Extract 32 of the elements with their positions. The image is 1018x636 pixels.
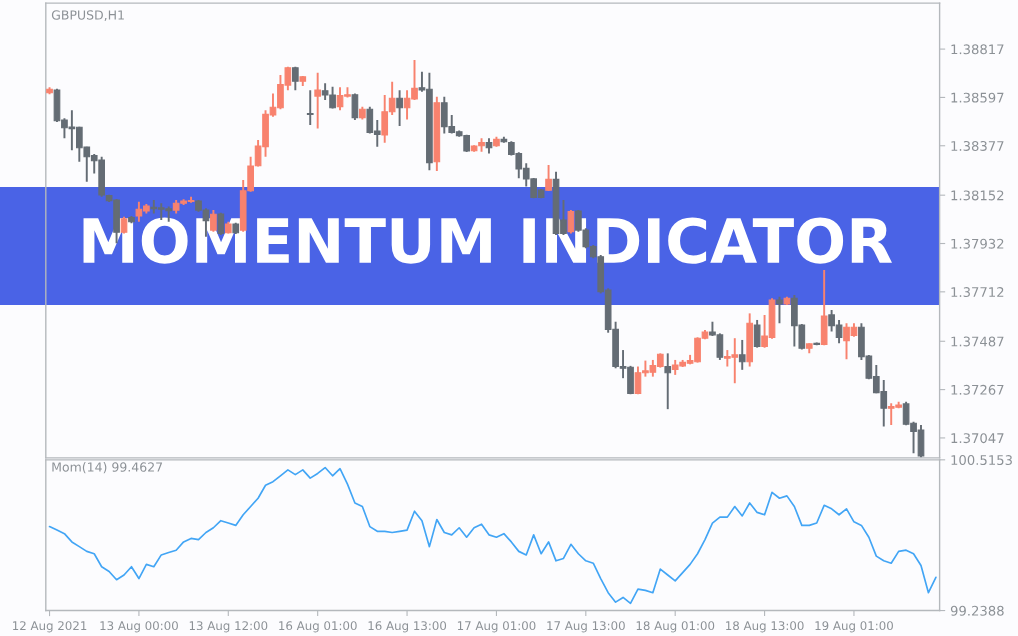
y-tick-label: 1.38817 <box>951 44 1004 55</box>
x-tick-label: 17 Aug 13:00 <box>547 621 625 633</box>
candlestick <box>351 92 359 122</box>
annotation: GBPUSD,H1 <box>51 10 124 21</box>
y-tick-label: 1.38377 <box>951 140 1004 151</box>
y-tick-label: 1.37712 <box>951 287 1004 298</box>
x-tick-label: 13 Aug 12:00 <box>189 621 268 633</box>
candlestick <box>738 338 746 371</box>
x-tick-label: 18 Aug 13:00 <box>726 621 804 633</box>
candlestick <box>753 318 761 349</box>
x-tick-label: 17 Aug 01:00 <box>457 621 536 633</box>
x-tick-label: 16 Aug 13:00 <box>368 621 447 633</box>
candlestick <box>314 71 322 130</box>
y-tick-label: 1.37487 <box>951 336 1004 347</box>
candlestick <box>396 89 403 127</box>
x-tick-label: 16 Aug 01:00 <box>279 621 357 633</box>
candlestick <box>545 164 552 192</box>
annotation: Mom(14) 99.4627 <box>52 462 163 474</box>
y-tick-label: 100.5153 <box>951 455 1012 466</box>
y-tick-label: 1.37047 <box>951 433 1004 444</box>
x-tick-label: 19 Aug 01:00 <box>815 621 893 633</box>
x-tick-label: 18 Aug 01:00 <box>636 621 715 633</box>
candlestick <box>776 295 783 325</box>
y-tick-label: 1.38597 <box>951 92 1004 103</box>
y-tick-label: 1.37932 <box>951 238 1004 249</box>
y-tick-label: 1.38152 <box>951 190 1004 201</box>
candlestick <box>664 352 672 411</box>
x-tick-label: 12 Aug 2021 <box>13 621 87 633</box>
x-tick-label: 13 Aug 00:00 <box>100 621 178 633</box>
y-tick-label: 1.37267 <box>951 384 1004 395</box>
candlestick <box>306 89 314 127</box>
y-tick-label: 99.2388 <box>950 605 1004 616</box>
